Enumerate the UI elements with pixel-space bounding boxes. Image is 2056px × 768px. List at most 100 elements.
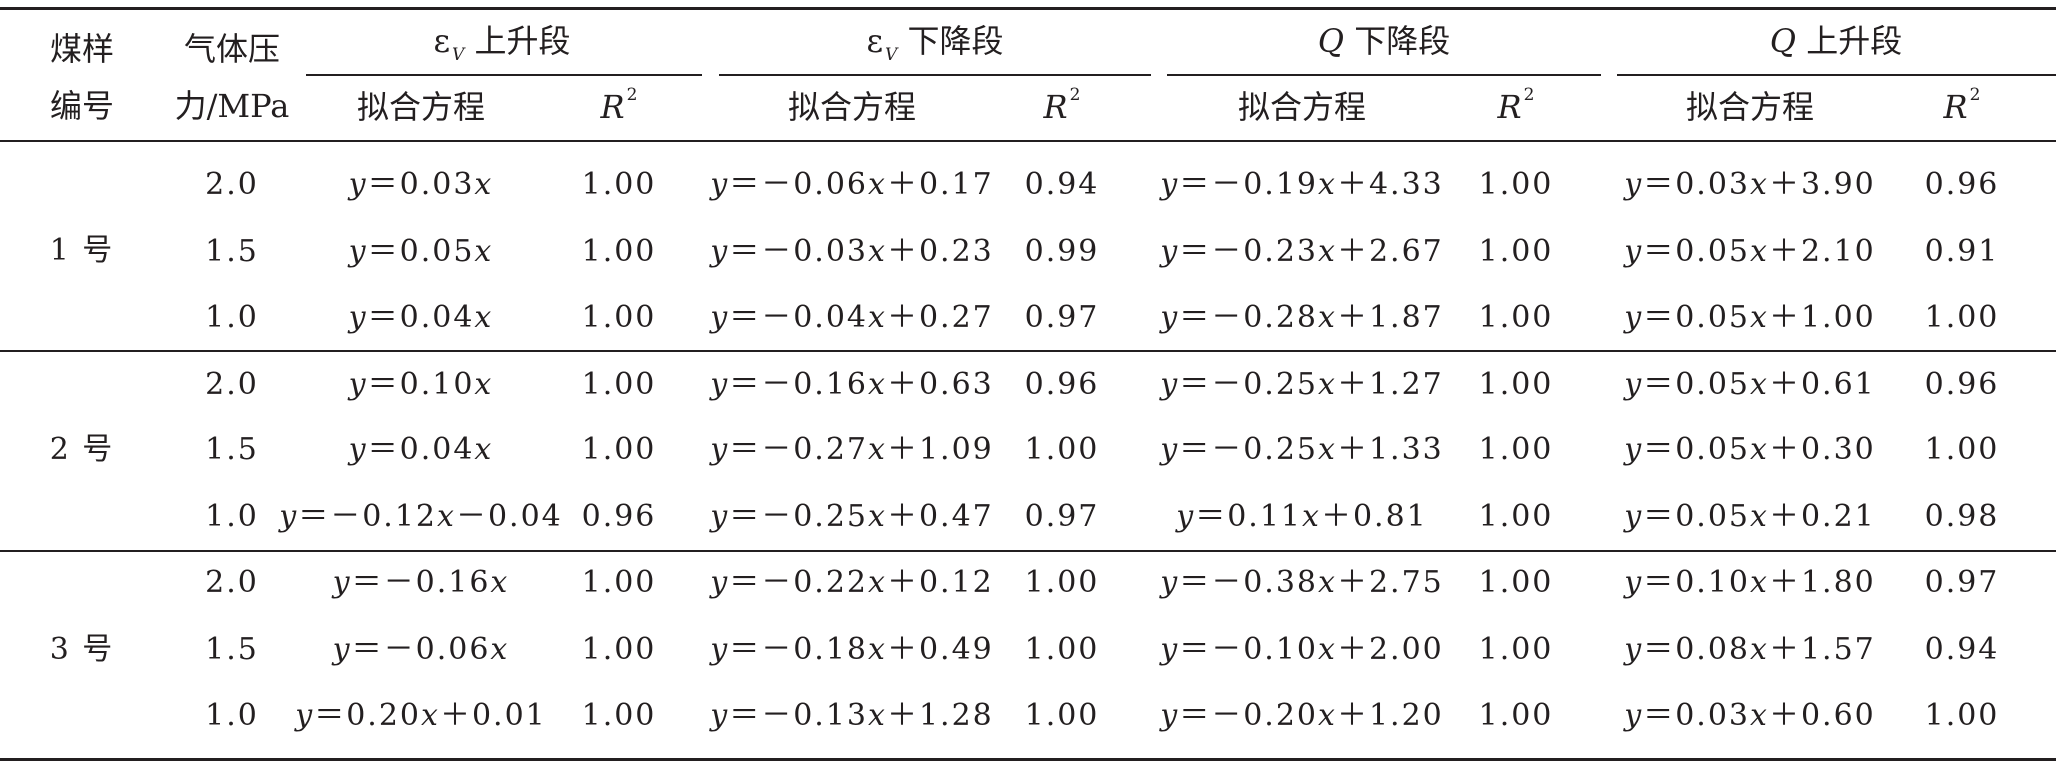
fit-equation: y＝0.05x [348,234,494,269]
fit-equation: y＝0.10x [348,367,494,402]
group-subscript: V [885,45,898,65]
sample-label: 1 号 [49,233,115,268]
fit-equation: y＝－0.04x＋0.27 [710,300,994,335]
r-squared-value: 1.00 [1924,300,2000,335]
sample-label: 3 号 [49,632,115,667]
fit-equation: y＝－0.16x＋0.63 [710,367,994,402]
r-squared-value: 1.00 [581,565,657,600]
fit-equation: y＝0.03x [348,167,494,202]
header-group-q-rise: Q 上升段 [1770,25,1902,57]
pressure-value: 2.0 [205,565,259,600]
r-letter: R [600,88,625,126]
sample-label: 2 号 [49,432,115,467]
fit-equation: y＝0.05x＋0.21 [1624,499,1876,534]
fit-equation: y＝0.05x＋2.10 [1624,234,1876,269]
r-squared-value: 0.99 [1024,234,1100,269]
fit-equation: y＝－0.25x＋0.47 [710,499,994,534]
r-letter: R [1943,88,1968,126]
fit-equation: y＝0.03x＋3.90 [1624,167,1876,202]
header-fit-equation: 拟合方程 [1685,88,1815,126]
group-suffix: 上升段 [464,22,571,60]
r-squared-value: 1.00 [1478,565,1554,600]
r-squared-value: 1.00 [1924,432,2000,467]
r-squared-value: 1.00 [1024,565,1100,600]
fit-equation: y＝－0.10x＋2.00 [1160,632,1444,667]
fit-equation: y＝－0.12x－0.04 [279,499,563,534]
fit-equation: y＝－0.18x＋0.49 [710,632,994,667]
fit-equation: y＝－0.19x＋4.33 [1160,167,1444,202]
r-squared-value: 1.00 [1024,632,1100,667]
pressure-value: 1.5 [205,432,259,467]
r-squared-value: 0.94 [1924,632,2000,667]
r-squared-value: 1.00 [581,432,657,467]
bottom-rule [0,758,2056,761]
pressure-value: 1.5 [205,632,259,667]
r-squared-value: 0.97 [1024,499,1100,534]
group-subscript: V [452,45,465,65]
r-squared-value: 1.00 [1924,698,2000,733]
pressure-value: 1.5 [205,234,259,269]
pressure-value: 2.0 [205,367,259,402]
r-squared-value: 1.00 [1478,234,1554,269]
header-sample-line2: 编号 [49,87,115,125]
group-symbol: Q [1317,22,1345,60]
group-suffix: 下降段 [897,22,1004,60]
r-squared-value: 0.96 [581,499,657,534]
header-fit-equation: 拟合方程 [356,88,486,126]
header-bottom-rule [0,140,2056,142]
group-symbol: ε [866,22,884,60]
r-squared-value: 1.00 [1478,167,1554,202]
fit-equation: y＝－0.13x＋1.28 [710,698,994,733]
fit-equation: y＝－0.22x＋0.12 [710,565,994,600]
pressure-value: 1.0 [205,698,259,733]
fit-equation: y＝－0.06x＋0.17 [710,167,994,202]
fit-equation: y＝0.05x＋1.00 [1624,300,1876,335]
group-suffix: 上升段 [1796,22,1903,60]
fit-equation: y＝－0.38x＋2.75 [1160,565,1444,600]
header-fit-equation: 拟合方程 [787,88,917,126]
header-sample-line1: 煤样 [49,30,115,68]
r-squared-value: 1.00 [1478,300,1554,335]
fit-equation: y＝－0.23x＋2.67 [1160,234,1444,269]
fit-equation: y＝0.04x [348,300,494,335]
fit-equation: y＝0.20x＋0.01 [295,698,547,733]
r-squared-value: 0.96 [1024,367,1100,402]
r-squared-value: 1.00 [581,632,657,667]
fit-equation: y＝－0.16x [332,565,510,600]
group-divider-rule [0,350,2056,352]
r-squared-value: 1.00 [581,300,657,335]
r-squared-value: 0.97 [1024,300,1100,335]
r-power: 2 [626,85,638,105]
group-underline [306,74,702,76]
r-squared-value: 1.00 [581,167,657,202]
r-squared-value: 1.00 [581,698,657,733]
fit-equation: y＝－0.06x [332,632,510,667]
r-squared-value: 0.96 [1924,367,2000,402]
r-letter: R [1497,88,1522,126]
header-pressure-line1: 气体压 [183,30,281,68]
group-symbol: ε [433,22,451,60]
r-power: 2 [1523,85,1535,105]
r-squared-value: 1.00 [581,234,657,269]
pressure-value: 1.0 [205,300,259,335]
header-fit-equation: 拟合方程 [1237,88,1367,126]
r-squared-value: 1.00 [1024,432,1100,467]
pressure-value: 1.0 [205,499,259,534]
r-squared-value: 1.00 [1024,698,1100,733]
group-underline [1167,74,1601,76]
fit-equation: y＝－0.25x＋1.27 [1160,367,1444,402]
fit-equation: y＝－0.20x＋1.20 [1160,698,1444,733]
fit-equation: y＝－0.28x＋1.87 [1160,300,1444,335]
fit-equation: y＝0.05x＋0.30 [1624,432,1876,467]
r-squared-value: 0.98 [1924,499,2000,534]
fit-equation: y＝－0.03x＋0.23 [710,234,994,269]
r-squared-value: 0.96 [1924,167,2000,202]
group-divider-rule [0,550,2056,552]
